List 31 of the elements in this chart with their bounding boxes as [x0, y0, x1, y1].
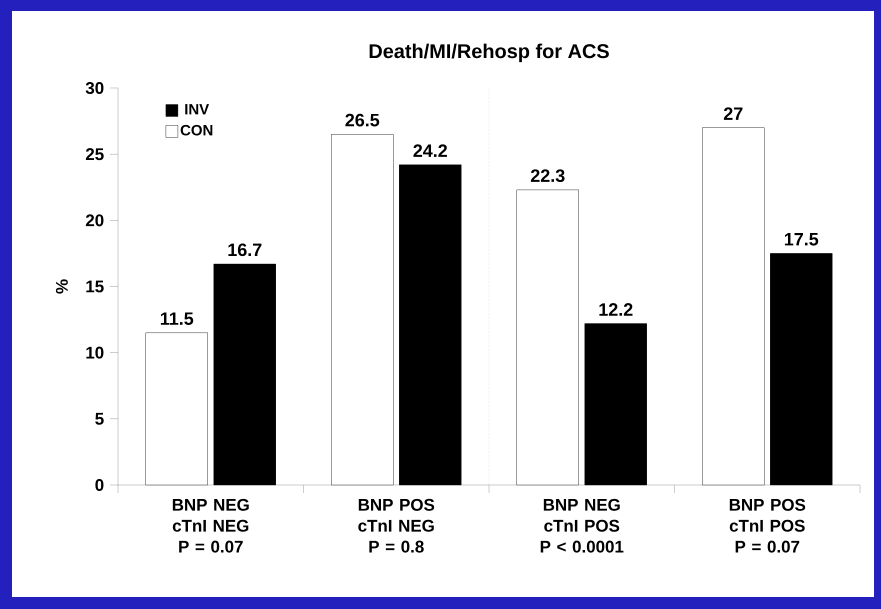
data-label: 11.5 [160, 312, 194, 325]
data-label: 22.3 [530, 169, 565, 182]
y-axis-title: % [56, 279, 68, 294]
legend-label: INV [185, 104, 210, 114]
legend-label: CON [180, 124, 212, 136]
data-label: 27 [724, 107, 742, 120]
y-tick-label: 20 [86, 214, 104, 226]
bar [399, 164, 462, 486]
y-tick-label: 30 [86, 82, 104, 94]
x-tick-label: BNP POS cTnI NEG P = 0.8 [358, 498, 434, 553]
data-label: 12.2 [599, 303, 632, 316]
x-tick-label: BNP POS cTnI POS P = 0.07 [730, 498, 806, 553]
y-tick-label: 25 [86, 148, 104, 160]
bar [702, 127, 764, 486]
y-tick-label: 5 [95, 412, 104, 425]
data-label: 24.2 [413, 144, 447, 157]
chart-title: Death/MI/Rehosp for ACS [370, 44, 609, 62]
y-tick-label: 15 [86, 280, 104, 292]
bar [331, 134, 394, 486]
y-tick-label: 10 [86, 346, 104, 359]
data-label: 26.5 [345, 114, 380, 126]
bar [214, 264, 276, 486]
bar [516, 190, 579, 486]
bar [770, 253, 832, 486]
y-tick-label: 0 [95, 479, 104, 491]
x-tick-label: BNP NEG cTnI NEG P = 0.07 [172, 498, 249, 553]
data-label: 17.5 [784, 233, 818, 246]
data-label: 16.7 [228, 243, 262, 256]
bar [146, 332, 208, 486]
bar [584, 323, 647, 486]
x-tick-label: BNP NEG cTnI POS P < 0.0001 [540, 498, 624, 553]
